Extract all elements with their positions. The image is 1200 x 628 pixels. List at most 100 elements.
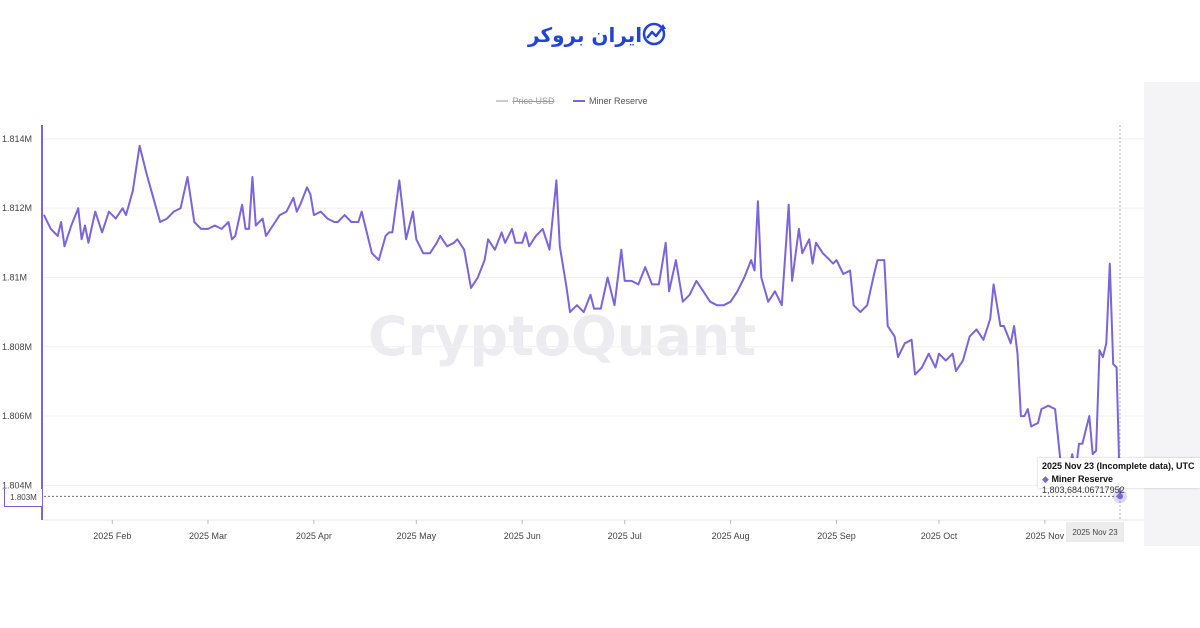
legend-label-miner: Miner Reserve [589,96,648,106]
data-point [525,231,527,233]
data-point [412,211,414,213]
data-point [576,304,578,306]
data-point [309,193,311,195]
data-point [193,221,195,223]
logo-text: ایران بروکر [527,23,642,47]
data-point [391,231,393,233]
data-point [521,242,523,244]
data-point [1047,405,1049,407]
data-point [494,249,496,251]
data-point [969,335,971,337]
data-point [1105,342,1107,344]
legend-item-price-usd[interactable]: Price USD [496,96,554,106]
data-point [1054,408,1056,410]
legend-swatch-price [496,100,509,102]
miner-reserve-line [43,144,1121,497]
chart-legend: Price USD Miner Reserve [0,94,1144,106]
data-point [781,304,783,306]
data-point [265,235,267,237]
data-point [835,259,838,261]
data-point [993,283,995,285]
data-point [385,235,387,237]
data-point [501,231,503,233]
data-point [999,325,1002,327]
data-point [620,249,622,251]
data-point [894,335,896,337]
data-point [723,304,725,306]
miner-reserve-chart[interactable]: CryptoQuant 1.814M 1.812M 1.81M 1.808M 1.806… [0,0,1144,560]
data-point [514,242,517,244]
data-point [364,224,366,227]
tooltip-value: 1,803,684.06717952 [1042,485,1125,495]
data-point [484,259,486,261]
hover-point [1117,493,1123,500]
data-point [1010,342,1012,344]
x-axis: 2025 Feb 2025 Mar 2025 Apr 2025 May 2025 Jun… [44,519,1144,541]
data-point [743,276,745,279]
data-point [945,360,947,362]
data-point [87,242,89,244]
data-point [665,242,667,244]
data-point [1027,408,1029,410]
data-point [122,207,124,209]
data-point [528,245,530,247]
data-point [668,290,670,292]
trend-chart-icon [642,22,666,46]
data-point [227,221,230,223]
data-point [248,228,250,230]
tooltip-title: 2025 Nov 23 (Incomplete data), UTC [1042,461,1195,471]
data-point [255,224,257,227]
data-point [938,353,940,355]
data-point [166,218,168,220]
data-point [292,197,294,199]
data-point [928,353,930,355]
data-point [1081,443,1083,445]
data-point [1109,263,1111,265]
data-point [1020,415,1022,417]
data-point [326,218,329,220]
crosshair-y-label: 1.803M [4,489,42,507]
data-point [398,179,400,181]
data-point [470,287,472,289]
data-point [234,235,236,237]
x-tick-label: 2025 Mar [189,531,227,541]
data-point [231,238,233,240]
legend-item-miner-reserve[interactable]: Miner Reserve [573,96,648,106]
x-tick-label: 2025 Feb [93,531,131,541]
data-point [583,311,585,313]
data-point [1102,356,1104,358]
data-point [50,228,52,230]
data-point [1112,363,1114,365]
data-point [822,252,824,254]
data-point [1013,325,1015,327]
data-point [873,273,875,275]
data-point [214,224,216,227]
data-point [555,179,558,181]
data-point [730,301,732,303]
data-point [1098,349,1101,351]
tooltip-row: ◆ Miner Reserve 1,803,684.06717952 [1042,474,1196,495]
data-point [262,218,264,220]
data-point [589,294,592,296]
data-point [84,224,86,227]
data-point [801,252,803,254]
data-point [361,211,363,213]
data-point [173,211,175,213]
data-point [1078,443,1080,445]
data-point [388,231,390,233]
data-point [70,224,72,227]
data-point [548,249,551,251]
series-points [43,145,1121,497]
data-point [952,353,954,355]
data-point [436,242,438,244]
data-point [57,235,59,237]
data-point [60,221,62,223]
data-point [883,259,885,261]
data-point [186,176,189,178]
data-point [81,238,83,240]
data-point [1092,453,1094,455]
data-point [320,211,322,213]
data-point [1040,408,1042,410]
data-point [279,214,281,216]
brand-logo: ایران بروکر [527,22,666,47]
